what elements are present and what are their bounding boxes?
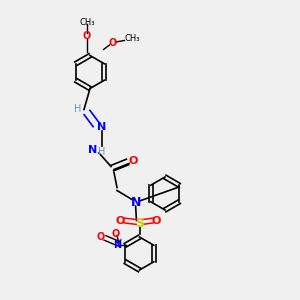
Text: O: O <box>129 155 138 166</box>
Text: ⁻: ⁻ <box>102 239 106 245</box>
Text: CH₃: CH₃ <box>79 18 95 27</box>
Text: ⁺: ⁺ <box>118 238 122 244</box>
Text: H: H <box>74 104 82 115</box>
Text: O: O <box>96 232 105 242</box>
Text: S: S <box>135 217 144 230</box>
Text: O: O <box>115 215 125 226</box>
Text: N: N <box>88 145 98 155</box>
Text: N: N <box>113 239 121 250</box>
Text: O: O <box>151 215 161 226</box>
Text: N: N <box>98 122 106 133</box>
Text: H: H <box>98 146 106 157</box>
Text: CH₃: CH₃ <box>124 34 140 43</box>
Text: O: O <box>83 31 91 41</box>
Text: O: O <box>108 38 117 49</box>
Text: N: N <box>131 196 142 209</box>
Text: O: O <box>111 229 120 239</box>
